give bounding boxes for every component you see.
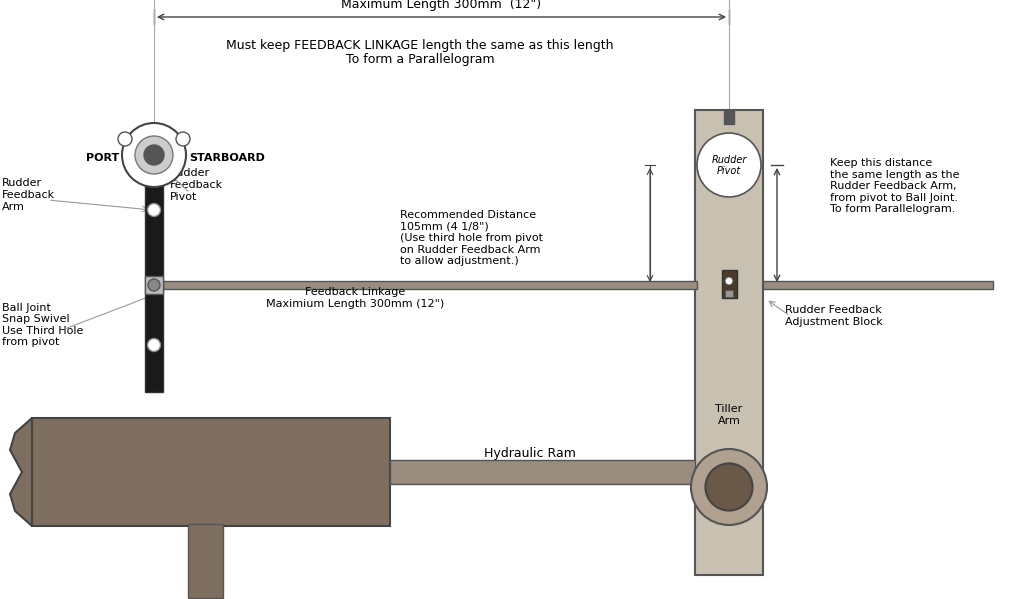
Circle shape — [697, 133, 761, 197]
Text: Ball Joint
Snap Swivel
Use Third Hole
from pivot: Ball Joint Snap Swivel Use Third Hole fr… — [2, 302, 84, 347]
Circle shape — [725, 277, 733, 285]
Text: Rudder
Feedback
Arm: Rudder Feedback Arm — [2, 179, 55, 211]
Bar — [32, 418, 390, 526]
Circle shape — [135, 136, 173, 174]
Text: Hydraulic Ram: Hydraulic Ram — [484, 447, 576, 461]
Text: Must keep FEEDBACK LINKAGE length the same as this length: Must keep FEEDBACK LINKAGE length the sa… — [226, 38, 614, 52]
Text: Pivot: Pivot — [717, 166, 741, 176]
Circle shape — [147, 279, 161, 292]
Circle shape — [706, 464, 753, 510]
Text: Keep this distance
the same length as the
Rudder Feedback Arm,
from pivot to Bal: Keep this distance the same length as th… — [830, 158, 960, 214]
Text: To form a Parallelogram: To form a Parallelogram — [346, 53, 494, 66]
Circle shape — [148, 279, 160, 291]
Text: Tiller
Arm: Tiller Arm — [715, 404, 743, 426]
Circle shape — [144, 145, 164, 165]
Bar — [724, 110, 733, 124]
Polygon shape — [10, 418, 32, 526]
Bar — [161, 281, 697, 289]
Bar — [763, 281, 993, 289]
Circle shape — [147, 204, 161, 216]
Circle shape — [147, 338, 161, 352]
Circle shape — [176, 132, 190, 146]
Bar — [695, 110, 763, 575]
Bar — [390, 460, 695, 484]
Text: Feedback Linkage
Maximium Length 300mm (12"): Feedback Linkage Maximium Length 300mm (… — [266, 287, 444, 309]
Text: Maximum Length 300mm  (12"): Maximum Length 300mm (12") — [342, 0, 541, 11]
Circle shape — [118, 132, 132, 146]
Circle shape — [691, 449, 767, 525]
Circle shape — [122, 123, 186, 187]
Text: Rudder: Rudder — [711, 155, 747, 165]
Text: Rudder
Feedback
Pivot: Rudder Feedback Pivot — [170, 168, 223, 202]
Bar — [725, 290, 733, 297]
Text: Rudder Feedback
Adjustment Block: Rudder Feedback Adjustment Block — [785, 305, 883, 327]
Text: STARBOARD: STARBOARD — [189, 153, 265, 163]
Bar — [145, 276, 163, 294]
Bar — [145, 130, 163, 392]
Circle shape — [147, 164, 161, 177]
Bar — [187, 524, 222, 598]
Text: PORT: PORT — [86, 153, 119, 163]
Bar — [721, 270, 737, 298]
Text: Recommended Distance
105mm (4 1/8")
(Use third hole from pivot
on Rudder Feedbac: Recommended Distance 105mm (4 1/8") (Use… — [400, 210, 543, 267]
